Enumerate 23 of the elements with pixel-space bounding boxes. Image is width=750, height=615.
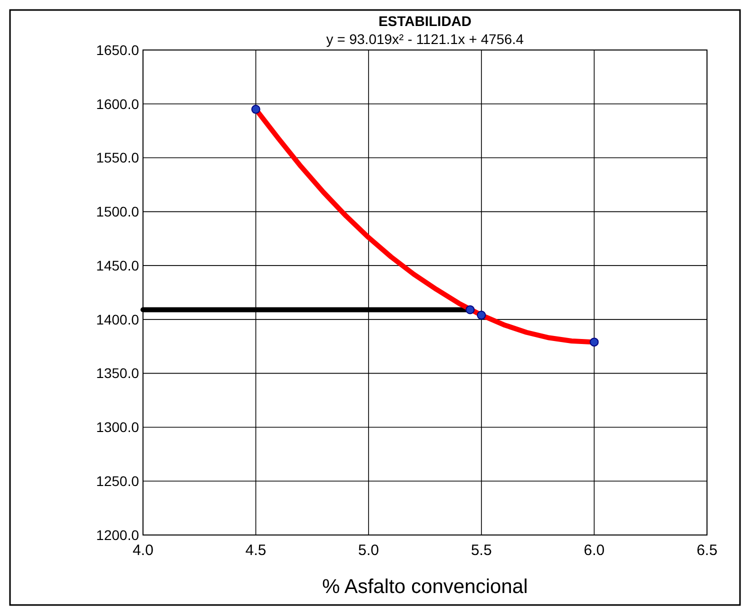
y-tick-label: 1500.0 [96, 204, 140, 220]
x-tick-label: 6.0 [584, 542, 605, 559]
y-tick-label: 1550.0 [96, 150, 140, 166]
point [251, 104, 260, 114]
point [476, 310, 486, 320]
y-tick-label: 1450.0 [96, 257, 140, 274]
y-tick-label: 1300.0 [96, 419, 140, 436]
x-axis-title: % Asfalto convencional [322, 576, 528, 598]
point [590, 338, 599, 347]
x-tick-label: 4.0 [132, 542, 154, 559]
x-tick-label: 5.5 [470, 542, 492, 559]
chart-subtitle: y = 93.019x² - 1121.1x + 4756.4 [326, 31, 524, 47]
y-tick-label: 1250.0 [96, 473, 140, 490]
x-tick-label: 5.0 [358, 542, 380, 559]
y-tick-label: 1600.0 [96, 96, 140, 112]
y-tick-label: 1400.0 [96, 311, 140, 328]
y-tick-label: 1650.0 [96, 42, 140, 58]
y-tick-label: 1350.0 [96, 365, 140, 382]
point [466, 305, 475, 314]
y-tick-label: 1200.0 [96, 526, 140, 543]
x-tick-label: 6.5 [696, 542, 718, 559]
chart-title: ESTABILIDAD [378, 13, 472, 29]
x-tick-label: 4.5 [245, 542, 266, 559]
